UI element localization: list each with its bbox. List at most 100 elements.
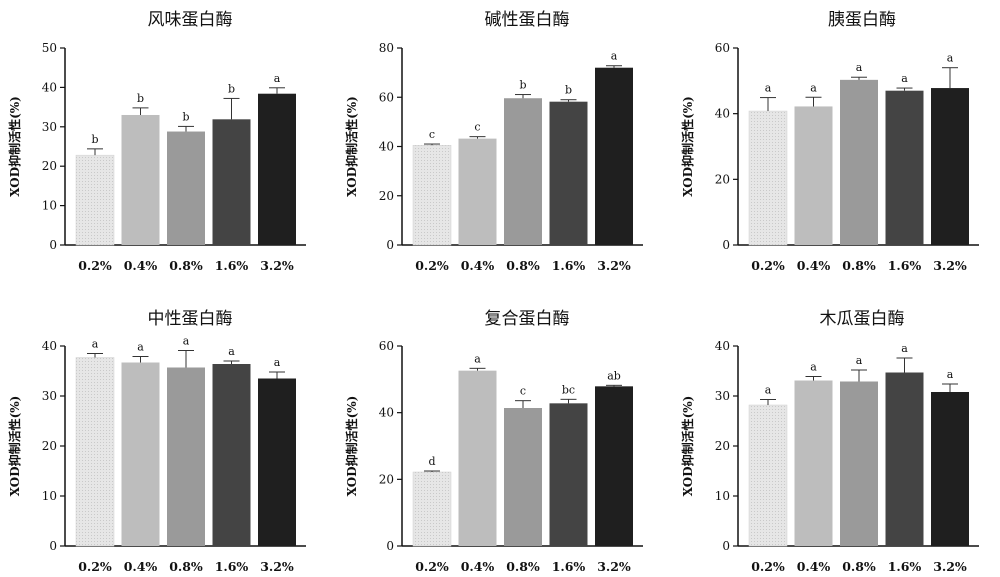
- y-tick-label: 0: [49, 539, 57, 553]
- significance-label: a: [611, 50, 618, 63]
- significance-label: a: [228, 345, 235, 358]
- y-tick-label: 60: [379, 339, 394, 353]
- bar: [75, 357, 115, 547]
- y-tick-label: 50: [42, 41, 57, 55]
- bar: [504, 408, 542, 546]
- y-tick-label: 0: [722, 238, 730, 252]
- y-tick-label: 0: [722, 539, 730, 553]
- bar: [549, 403, 588, 546]
- significance-label: b: [565, 84, 572, 97]
- bar: [931, 392, 969, 546]
- x-tick-label: 1.6%: [888, 559, 922, 574]
- y-tick-label: 40: [42, 80, 57, 94]
- bar: [794, 106, 833, 246]
- y-tick-label: 0: [386, 238, 394, 252]
- y-tick-label: 20: [42, 439, 57, 453]
- chart-panel-6: 木瓜蛋白酶 XOD抑制活性(%) 0 10 20 30 40 a 0.2% a 0.4% a 0.8% a…: [680, 309, 979, 574]
- chart-title: 碱性蛋白酶: [485, 10, 570, 30]
- significance-label: a: [474, 352, 481, 365]
- x-tick-label: 0.4%: [461, 258, 495, 273]
- chart-title: 中性蛋白酶: [148, 309, 233, 329]
- bar: [458, 370, 497, 546]
- bar: [931, 88, 969, 245]
- y-axis-label: XOD抑制活性(%): [7, 96, 22, 197]
- x-tick-label: 0.2%: [78, 258, 112, 273]
- y-axis-label: XOD抑制活性(%): [680, 96, 695, 197]
- x-tick-label: 0.4%: [797, 258, 831, 273]
- y-tick-label: 40: [379, 406, 394, 420]
- significance-label: a: [274, 356, 281, 369]
- x-tick-label: 1.6%: [552, 559, 586, 574]
- chart-panel-1: 风味蛋白酶 XOD抑制活性(%) 0 10 20 30 40 50 b 0.2% b 0.4% b 0.8…: [7, 10, 306, 273]
- significance-label: a: [183, 335, 190, 348]
- significance-label: a: [810, 361, 817, 374]
- bar: [212, 119, 251, 245]
- bar: [840, 381, 878, 546]
- x-tick-label: 3.2%: [597, 559, 631, 574]
- significance-label: bc: [562, 383, 575, 396]
- x-tick-label: 0.2%: [415, 258, 449, 273]
- x-tick-label: 3.2%: [260, 258, 294, 273]
- chart-title: 复合蛋白酶: [485, 309, 570, 329]
- y-tick-label: 20: [715, 172, 730, 186]
- significance-label: a: [901, 72, 908, 85]
- y-tick-label: 40: [42, 339, 57, 353]
- y-tick-label: 0: [386, 539, 394, 553]
- y-tick-label: 0: [49, 238, 57, 252]
- significance-label: a: [856, 354, 863, 367]
- significance-label: a: [810, 81, 817, 94]
- bar: [212, 364, 251, 546]
- x-tick-label: 0.8%: [169, 258, 203, 273]
- significance-label: a: [901, 342, 908, 355]
- y-axis-label: XOD抑制活性(%): [680, 396, 695, 497]
- y-axis-label: XOD抑制活性(%): [344, 396, 359, 497]
- significance-label: b: [137, 92, 144, 105]
- x-tick-label: 0.2%: [751, 258, 785, 273]
- significance-label: a: [137, 341, 144, 354]
- bar: [549, 101, 588, 246]
- x-tick-label: 1.6%: [552, 258, 586, 273]
- y-tick-label: 80: [379, 41, 394, 55]
- y-tick-label: 10: [42, 199, 57, 213]
- bar: [595, 386, 633, 546]
- bar: [258, 378, 296, 546]
- y-tick-label: 20: [379, 472, 394, 486]
- significance-label: a: [856, 61, 863, 74]
- significance-label: c: [474, 121, 480, 134]
- x-tick-label: 0.8%: [506, 258, 540, 273]
- bar: [595, 67, 633, 245]
- bar: [167, 131, 205, 245]
- y-tick-label: 40: [715, 339, 730, 353]
- x-tick-label: 0.2%: [751, 559, 785, 574]
- significance-label: a: [765, 384, 772, 397]
- y-tick-label: 20: [42, 159, 57, 173]
- bar: [504, 98, 542, 245]
- bar: [458, 138, 497, 245]
- y-tick-label: 30: [42, 389, 57, 403]
- y-tick-label: 30: [715, 389, 730, 403]
- x-tick-label: 3.2%: [933, 559, 967, 574]
- x-tick-label: 0.8%: [842, 258, 876, 273]
- x-tick-label: 0.4%: [124, 258, 158, 273]
- significance-label: c: [520, 385, 526, 398]
- y-axis-label: XOD抑制活性(%): [344, 96, 359, 197]
- y-tick-label: 30: [42, 120, 57, 134]
- bar: [258, 93, 296, 245]
- x-tick-label: 3.2%: [597, 258, 631, 273]
- x-tick-label: 0.4%: [797, 559, 831, 574]
- x-tick-label: 0.8%: [842, 559, 876, 574]
- bar: [121, 114, 160, 245]
- bar: [75, 154, 115, 246]
- x-tick-label: 1.6%: [215, 258, 249, 273]
- y-tick-label: 40: [379, 140, 394, 154]
- x-tick-label: 0.8%: [506, 559, 540, 574]
- significance-label: a: [947, 52, 954, 65]
- x-tick-label: 0.2%: [78, 559, 112, 574]
- bar: [121, 362, 160, 546]
- x-tick-label: 0.2%: [415, 559, 449, 574]
- y-tick-label: 60: [715, 41, 730, 55]
- bar: [748, 110, 788, 246]
- chart-panel-5: 复合蛋白酶 XOD抑制活性(%) 0 20 40 60 d 0.2% a 0.4% c 0.8% bc 1…: [344, 309, 643, 574]
- significance-label: b: [182, 110, 189, 123]
- y-tick-label: 60: [379, 90, 394, 104]
